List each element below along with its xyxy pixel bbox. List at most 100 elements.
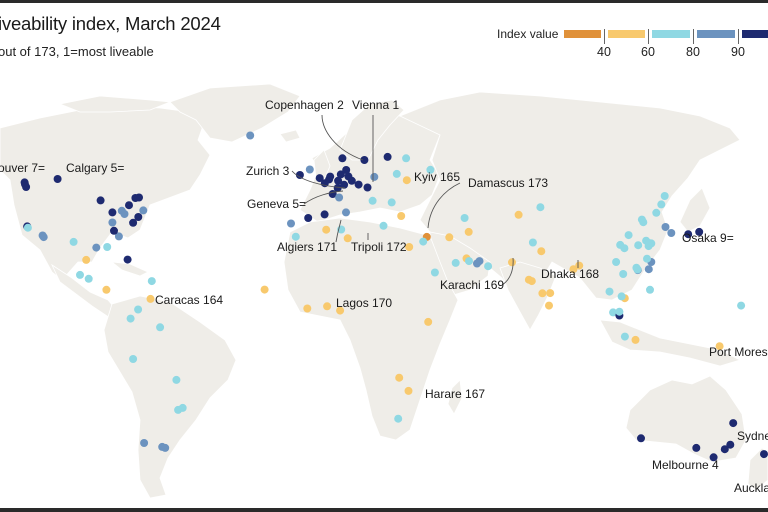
label-melbourne: Melbourne 4 [652,458,719,472]
city-dot [304,214,313,222]
land-australia [625,375,747,463]
city-dot [709,453,718,462]
legend-swatch-60-80 [652,30,690,38]
city-dot [305,165,314,174]
city-dot [354,180,363,189]
city-dot [174,405,183,414]
city-dot [140,439,149,447]
land-south-america [103,295,237,499]
city-dot [639,218,648,227]
city-dot [343,234,352,243]
city-dot [129,355,138,363]
land-greenland [169,83,301,143]
land-se-asia-islands [599,319,742,367]
city-dot [392,169,401,178]
city-dot [684,230,693,239]
city-dot [720,445,729,454]
label-sydney: Sydne [737,429,768,443]
city-dot [546,289,555,298]
city-dot [335,193,344,202]
city-dot [295,171,304,179]
city-dot [537,247,546,256]
city-dot [575,261,584,270]
city-dot [612,258,621,266]
city-dot [82,255,91,264]
label-zurich: Zurich 3 [246,164,290,178]
label-lagos: Lagos 170 [336,296,392,310]
label-kyiv: Kyiv 165 [414,170,460,184]
city-dot [395,373,404,382]
city-dot [315,174,324,183]
city-dot [76,270,84,279]
city-dot [336,306,345,315]
chart-title: iveability index, March 2024 [0,13,221,34]
city-dot [617,292,626,301]
city-dot [69,237,78,246]
land-caribbean [110,261,149,277]
leader-copenhagen [321,114,364,161]
city-dot [652,208,661,217]
city-dot [125,201,133,210]
land-scandinavia [339,99,405,161]
city-dot [667,229,676,237]
city-dot [287,219,295,228]
label-damascus: Damascus 173 [468,176,548,190]
chart-subtitle: out of 173, 1=most liveable [0,44,154,59]
city-dot [161,443,170,452]
city-dot [661,223,670,231]
land-madagascar [447,379,463,415]
city-dot [631,335,640,344]
city-dot [146,294,155,303]
city-dot [620,244,629,253]
city-dot [39,233,48,242]
city-dot [394,414,403,423]
city-dot [430,268,439,277]
city-dot [634,241,643,250]
city-dot [460,214,469,222]
city-dot [110,226,118,235]
city-dot [129,218,138,227]
city-dot [644,265,653,274]
city-dot [325,175,334,184]
city-dot [84,274,93,283]
label-caracas: Caracas 164 [155,293,223,307]
city-dot [451,258,460,267]
leader-karachi [501,257,514,286]
city-dot [646,285,654,294]
city-dot [21,180,29,189]
label-osaka: Osaka 9= [682,231,734,245]
legend-label: Index value [497,27,559,41]
label-port-moresby: Port Moresb [709,345,768,359]
city-dot [156,323,165,332]
legend-swatch-80-90 [697,30,735,38]
land-new-zealand [747,447,768,491]
city-dot [729,419,738,428]
city-dot [387,198,396,207]
city-dot [108,208,117,217]
city-dot [569,265,578,274]
city-dot [404,386,413,395]
city-dot [103,243,112,251]
city-dot [336,170,345,179]
city-dot [402,154,411,163]
city-dot [445,233,454,242]
city-dot [615,307,624,316]
city-dot [334,176,343,185]
city-dot [379,221,388,230]
land-iceland [279,129,301,143]
city-dot [96,196,105,205]
city-dot [424,317,433,326]
city-dot [172,375,181,384]
label-tripoli: Tripoli 172 [351,240,407,254]
land-uk [313,149,331,181]
label-leader-lines [291,114,579,286]
city-dot [342,166,351,174]
legend-swatch-above-90 [742,30,768,38]
city-dot [619,270,628,278]
city-dot [715,342,724,351]
city-dot [633,265,642,274]
land-arctic-islands [58,95,171,113]
city-dot [342,208,350,217]
city-dot [134,305,143,314]
city-dot [102,285,111,294]
